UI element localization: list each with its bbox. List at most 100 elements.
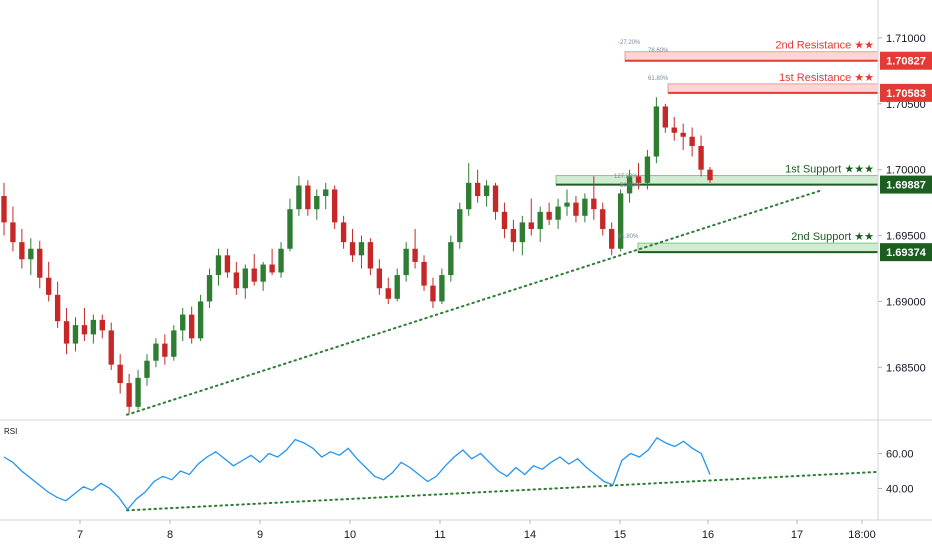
fib-label: -27.20%: [618, 40, 641, 46]
candle-body: [63, 321, 70, 344]
fib-label: 78.60%: [648, 48, 669, 54]
candles-layer: [1, 97, 713, 414]
level-zone: [555, 175, 879, 186]
price-label-text: 1.69374: [886, 247, 927, 259]
candle-body: [349, 242, 356, 256]
candle-body: [653, 106, 660, 157]
candle-body: [37, 248, 43, 278]
candle-body: [126, 383, 132, 407]
candle-body: [555, 206, 561, 220]
candle-body: [626, 176, 633, 194]
candle-body: [671, 127, 677, 133]
candle-body: [260, 264, 266, 282]
candle-body: [54, 294, 61, 322]
candle-body: [394, 275, 400, 299]
fib-label: 127.20%: [614, 174, 638, 180]
candle-body: [314, 196, 320, 210]
candle-body: [206, 275, 213, 302]
time-tick-label: 15: [614, 529, 626, 541]
trendlines: [126, 189, 879, 512]
candle-body: [617, 193, 624, 249]
candle-body: [46, 277, 52, 295]
price-label-box: [880, 243, 932, 262]
price-tick-label: 1.69000: [886, 296, 926, 308]
candle-body: [10, 222, 16, 243]
candle-body: [28, 248, 34, 260]
candle-body: [707, 169, 713, 181]
candle-body: [162, 343, 168, 357]
candle-body: [251, 268, 257, 282]
time-tick-label: 10: [344, 529, 356, 541]
candle-body: [287, 209, 293, 249]
candle-body: [698, 145, 704, 170]
level-label: 2nd Resistance ★★: [775, 40, 874, 52]
candle-body: [242, 268, 248, 289]
candle-body: [501, 211, 508, 229]
rsi-line: [3, 436, 711, 511]
candle-body: [81, 325, 88, 335]
candle-body: [72, 325, 79, 344]
candle-body: [305, 185, 311, 210]
candle-body: [689, 136, 695, 146]
candle-body: [635, 176, 642, 183]
fib-label: 61.80%: [618, 234, 639, 240]
candle-body: [233, 272, 240, 289]
candle-body: [519, 222, 526, 243]
candle-body: [591, 198, 597, 210]
rsi-tick-label: 40.00: [886, 484, 914, 496]
candle-body: [457, 209, 463, 243]
time-tick-label: 17: [791, 529, 803, 541]
candle-body: [1, 196, 7, 223]
time-tick-label: 18:00: [848, 529, 876, 541]
level-label: 2nd Support ★★: [791, 231, 874, 243]
candle-body: [609, 228, 615, 249]
level-label: 1st Resistance ★★: [779, 72, 874, 84]
candle-body: [197, 301, 204, 339]
candle-body: [331, 189, 338, 223]
price-label-text: 1.69887: [886, 180, 926, 192]
candle-body: [215, 255, 222, 276]
candle-body: [171, 330, 177, 357]
time-tick-label: 16: [702, 529, 714, 541]
price-label-box: [880, 175, 932, 194]
rsi-panel: RSI: [3, 427, 711, 511]
time-tick-label: 14: [524, 529, 536, 541]
time-tick-label: 8: [167, 529, 173, 541]
candle-body: [385, 288, 391, 299]
candle-body: [564, 202, 570, 207]
price-label-text: 1.70827: [886, 56, 926, 68]
fib-label: 50.00%: [620, 183, 641, 189]
candle-body: [412, 248, 418, 262]
candle-body: [340, 222, 347, 243]
candle-body: [269, 264, 275, 273]
axes-layer: 1.710001.705001.700001.695001.690001.685…: [0, 0, 932, 541]
rsi-title: RSI: [4, 427, 17, 436]
candle-body: [153, 343, 159, 361]
candle-body: [662, 106, 668, 128]
candle-body: [188, 314, 195, 339]
candle-body: [474, 182, 481, 197]
fib-label: 61.80%: [648, 76, 669, 82]
candle-body: [135, 377, 141, 407]
price-label-box: [880, 83, 932, 102]
rsi-trendline: [126, 470, 879, 512]
candle-body: [117, 364, 123, 384]
rsi-tick-label: 60.00: [886, 449, 914, 461]
level-zone: [637, 242, 879, 253]
candle-body: [108, 330, 114, 365]
level-label: 1st Support ★★★: [785, 164, 874, 176]
candle-body: [537, 211, 543, 229]
price-tick-label: 1.71000: [886, 33, 926, 45]
candle-body: [466, 182, 472, 210]
candle-body: [180, 314, 186, 331]
candle-body: [582, 198, 588, 216]
level-zone: [667, 83, 879, 94]
candle-body: [90, 319, 97, 335]
candle-body: [323, 189, 329, 197]
candle-body: [680, 132, 686, 137]
level-zones: [555, 51, 879, 254]
candle-body: [528, 222, 534, 229]
time-tick-label: 11: [434, 529, 445, 541]
